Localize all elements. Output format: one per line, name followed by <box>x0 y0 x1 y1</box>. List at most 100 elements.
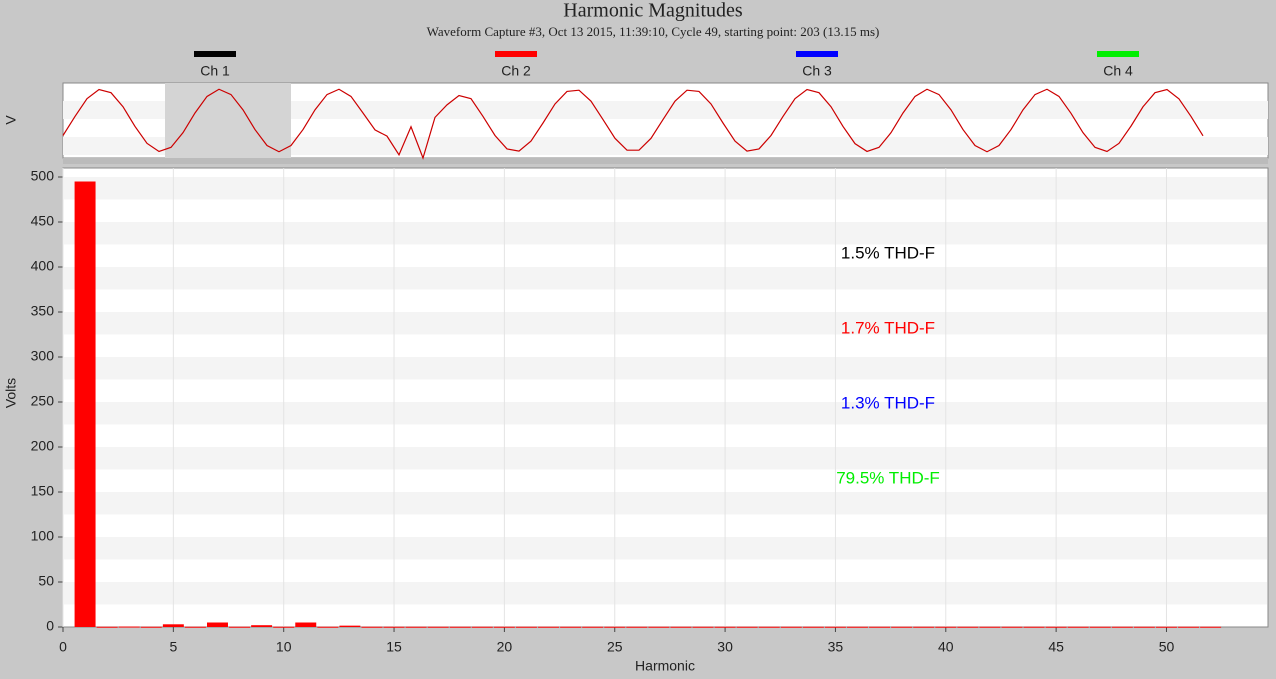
y-tick-label: 450 <box>31 213 55 229</box>
x-tick-label: 5 <box>169 639 177 655</box>
bar <box>714 626 736 628</box>
x-tick-label: 30 <box>717 639 733 655</box>
bar <box>229 626 251 628</box>
bar <box>1023 626 1045 628</box>
bar <box>184 626 206 628</box>
selection-window <box>165 83 291 158</box>
bar <box>758 626 780 628</box>
bar <box>427 626 449 628</box>
band <box>64 312 1267 335</box>
bar <box>295 622 317 627</box>
y-tick-label: 250 <box>31 393 55 409</box>
bar <box>582 626 604 628</box>
bar <box>1155 626 1177 628</box>
legend-swatch <box>495 51 537 57</box>
bar <box>538 626 560 628</box>
legend-swatch <box>194 51 236 57</box>
bar <box>493 626 515 628</box>
x-tick-label: 15 <box>386 639 402 655</box>
band <box>64 222 1267 245</box>
x-axis-label: Harmonic <box>635 658 695 674</box>
y-axis-label: Volts <box>3 378 19 408</box>
bar <box>1111 626 1133 628</box>
bar <box>824 626 846 628</box>
bar <box>273 626 295 628</box>
y-tick-label: 500 <box>31 168 55 184</box>
bar <box>96 626 118 628</box>
y-tick-label: 0 <box>46 618 54 634</box>
bar <box>957 626 979 628</box>
chart-title: Harmonic Magnitudes <box>563 0 743 22</box>
y-tick-label: 150 <box>31 483 55 499</box>
legend-swatch <box>796 51 838 57</box>
bar <box>648 626 670 628</box>
bar <box>1089 626 1111 628</box>
y-tick-label: 50 <box>38 573 54 589</box>
band <box>64 582 1267 605</box>
band <box>64 492 1267 515</box>
annotation: 79.5% THD-F <box>836 468 940 487</box>
bar <box>560 626 582 628</box>
bar <box>913 626 935 628</box>
bar <box>339 625 361 627</box>
x-tick-label: 40 <box>938 639 954 655</box>
splitter <box>63 158 1268 164</box>
bar <box>317 626 339 628</box>
band <box>64 177 1267 200</box>
bar <box>140 626 162 628</box>
bar <box>1001 626 1023 628</box>
bar <box>449 626 471 628</box>
bar <box>1133 626 1155 628</box>
bar <box>1178 626 1200 628</box>
band <box>64 402 1267 425</box>
bar <box>1045 626 1067 628</box>
chart-subtitle: Waveform Capture #3, Oct 13 2015, 11:39:… <box>427 24 880 39</box>
waveform <box>62 88 1204 160</box>
bar <box>780 626 802 628</box>
x-tick-label: 25 <box>607 639 623 655</box>
x-tick-label: 50 <box>1159 639 1175 655</box>
bar <box>162 624 184 627</box>
bar <box>802 626 824 628</box>
bar <box>1200 626 1222 628</box>
y-tick-label: 200 <box>31 438 55 454</box>
bar <box>935 626 957 628</box>
bar <box>604 626 626 628</box>
bar <box>405 626 427 628</box>
legend-label: Ch 4 <box>1103 63 1133 79</box>
band <box>64 447 1267 470</box>
band <box>64 357 1267 380</box>
annotation: 1.5% THD-F <box>841 243 935 262</box>
bar <box>515 626 537 628</box>
bar <box>736 626 758 628</box>
band <box>63 137 1268 155</box>
band <box>64 267 1267 290</box>
bar <box>626 626 648 628</box>
annotation: 1.7% THD-F <box>841 318 935 337</box>
bar <box>74 181 96 627</box>
x-tick-label: 0 <box>59 639 67 655</box>
y-tick-label: 100 <box>31 528 55 544</box>
bar <box>118 626 140 628</box>
legend-swatch <box>1097 51 1139 57</box>
bar <box>869 626 891 628</box>
x-tick-label: 35 <box>828 639 844 655</box>
bar <box>692 626 714 628</box>
bar <box>847 626 868 628</box>
x-tick-label: 45 <box>1048 639 1064 655</box>
y-tick-label: 300 <box>31 348 55 364</box>
bar <box>361 626 383 628</box>
y-tick-label: 350 <box>31 303 55 319</box>
y-tick-label: 400 <box>31 258 55 274</box>
bar <box>1067 626 1089 628</box>
y-axis-label: V <box>3 115 19 125</box>
legend-label: Ch 3 <box>802 63 832 79</box>
bar <box>383 626 405 628</box>
bar <box>891 626 913 628</box>
legend-label: Ch 2 <box>501 63 531 79</box>
bar <box>670 626 692 628</box>
bar <box>251 625 273 627</box>
bar <box>979 626 1001 628</box>
annotation: 1.3% THD-F <box>841 393 935 412</box>
